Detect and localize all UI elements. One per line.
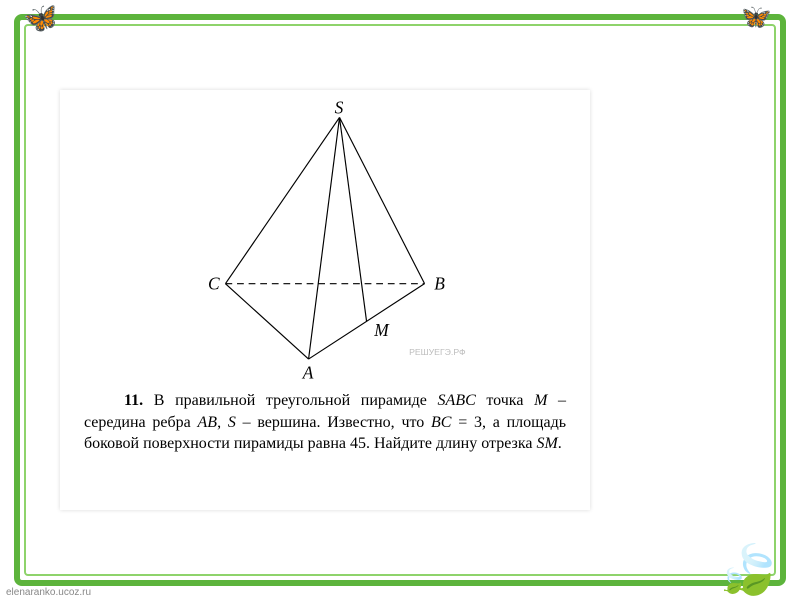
problem-number: 11.: [124, 392, 143, 409]
svg-text:S: S: [335, 100, 344, 118]
svg-text:A: A: [302, 362, 314, 382]
butterfly-icon: 🦋: [22, 3, 61, 37]
problem-text: 11. В правильной треугольной пирамиде SA…: [80, 390, 570, 455]
problem-card: S A B C M РЕШУЕГЭ.РФ 11. В правильной треугол…: [60, 90, 590, 510]
pyramid-diagram: S A B C M РЕШУЕГЭ.РФ: [80, 100, 570, 390]
leaf-icon: 🍃: [718, 567, 748, 596]
svg-text:РЕШУЕГЭ.РФ: РЕШУЕГЭ.РФ: [409, 347, 466, 357]
credit-text: elenaranko.ucoz.ru: [6, 587, 91, 598]
svg-text:M: M: [373, 320, 390, 340]
svg-text:B: B: [434, 273, 445, 293]
svg-text:C: C: [208, 273, 220, 293]
